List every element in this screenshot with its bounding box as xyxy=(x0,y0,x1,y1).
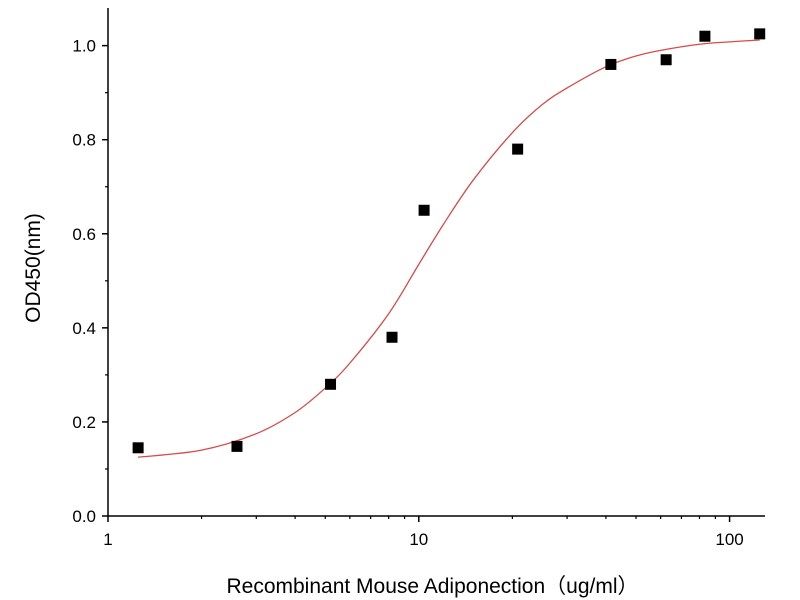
x-tick-label: 10 xyxy=(409,530,428,549)
x-tick-label: 100 xyxy=(715,530,743,549)
data-point xyxy=(386,331,398,343)
y-tick-label: 0.8 xyxy=(72,131,96,150)
data-point xyxy=(699,30,711,42)
y-tick-label: 0.6 xyxy=(72,225,96,244)
data-point xyxy=(325,378,337,390)
data-point xyxy=(231,440,243,452)
data-point xyxy=(132,442,144,454)
data-point xyxy=(754,28,766,40)
x-tick-label: 1 xyxy=(103,530,112,549)
y-tick-label: 0.0 xyxy=(72,507,96,526)
data-point xyxy=(605,58,617,70)
y-tick-label: 0.2 xyxy=(72,413,96,432)
y-tick-label: 0.4 xyxy=(72,319,96,338)
y-tick-label: 1.0 xyxy=(72,37,96,56)
data-point xyxy=(512,143,524,155)
data-point xyxy=(418,204,430,216)
data-point xyxy=(660,54,672,66)
x-axis-title: Recombinant Mouse Adiponection（ug/ml） xyxy=(226,575,638,598)
fit-curve xyxy=(138,39,760,458)
y-axis-title: OD450(nm) xyxy=(22,213,45,323)
